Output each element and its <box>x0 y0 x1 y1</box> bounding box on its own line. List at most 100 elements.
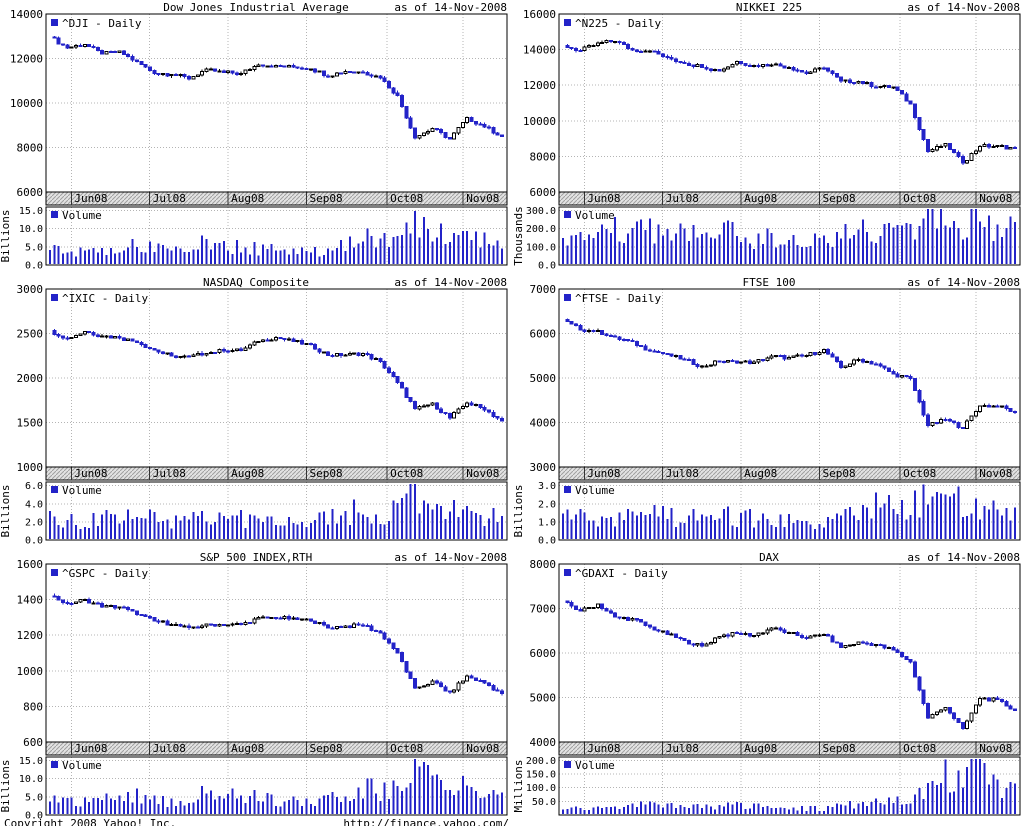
month-label: Nov08 <box>979 467 1012 480</box>
candlestick-series <box>52 593 504 696</box>
svg-text:100.0: 100.0 <box>526 783 556 794</box>
volume-y-axis-labels: 0.0 5.0 10.0 15.0 <box>19 206 43 272</box>
volume-unit-label: Thousands <box>513 206 525 266</box>
volume-bars <box>562 759 1016 814</box>
copyright-text: Copyright 2008 Yahoo! Inc. <box>4 817 177 826</box>
svg-text:0.0: 0.0 <box>538 536 556 547</box>
price-volume-chart-n225: 6000 8000 10000 12000 14000 16000 0.0 100.0 200.… <box>513 8 1021 272</box>
svg-text:16000: 16000 <box>523 8 556 21</box>
candlestick-series <box>52 329 504 422</box>
legend-swatch-icon <box>564 761 571 768</box>
month-label: Jun08 <box>587 192 620 205</box>
month-label: Oct08 <box>390 742 423 755</box>
as-of-label: as of 14-Nov-2008 <box>907 1 1020 14</box>
svg-text:4.0: 4.0 <box>25 499 43 510</box>
svg-text:5.0: 5.0 <box>25 242 43 253</box>
volume-plot-border <box>45 206 508 266</box>
month-label: Aug08 <box>231 467 264 480</box>
chart-panel-ixic: NASDAQ Composite as of 14-Nov-2008 1000 1… <box>0 275 512 550</box>
svg-text:12000: 12000 <box>523 79 556 92</box>
price-volume-chart-dji: 600080001000012000140000.05.010.015.0Jun… <box>0 8 508 272</box>
as-of-label: as of 14-Nov-2008 <box>907 276 1020 289</box>
svg-text:2500: 2500 <box>17 328 44 341</box>
volume-plot-border <box>45 481 508 541</box>
volume-unit-label: Billions <box>0 760 12 813</box>
price-volume-chart-gdaxi: 4000500060007000800050.0100.0150.0200.0J… <box>513 558 1021 816</box>
month-label: Jul08 <box>666 467 699 480</box>
svg-text:1.0: 1.0 <box>538 517 556 528</box>
month-label: Nov08 <box>979 742 1012 755</box>
volume-legend-label: Volume <box>62 759 102 772</box>
grid-lines <box>559 14 1020 265</box>
legend-swatch-icon <box>51 486 58 493</box>
month-axis-band: Jun08 Jul08 Aug08 Sep08 Oct08 Nov08 <box>45 741 508 756</box>
volume-unit-label: Billions <box>513 485 525 538</box>
svg-text:14000: 14000 <box>10 8 43 21</box>
volume-plot-border <box>558 756 1021 816</box>
price-legend: ^IXIC - Daily <box>51 292 148 305</box>
volume-legend-label: Volume <box>575 759 615 772</box>
price-legend: ^FTSE - Daily <box>564 292 661 305</box>
volume-legend: Volume <box>564 209 615 222</box>
volume-plot-border <box>558 481 1021 541</box>
price-y-axis-labels: 600 800 1000 1200 1400 1600 <box>17 558 44 749</box>
month-axis-band: Jun08 Jul08 Aug08 Sep08 Oct08 Nov08 <box>45 466 508 481</box>
legend-swatch-icon <box>51 19 58 26</box>
month-label: Sep08 <box>822 742 855 755</box>
svg-text:4000: 4000 <box>530 736 557 749</box>
chart-header: NASDAQ Composite as of 14-Nov-2008 <box>0 276 512 289</box>
svg-text:100.0: 100.0 <box>526 242 556 253</box>
volume-bars <box>49 759 503 814</box>
svg-text:300.0: 300.0 <box>526 206 556 217</box>
month-label: Sep08 <box>822 192 855 205</box>
svg-text:0.0: 0.0 <box>25 261 43 272</box>
legend-symbol-label: ^N225 - Daily <box>575 17 661 30</box>
svg-text:1500: 1500 <box>17 417 44 430</box>
month-label: Jul08 <box>153 192 186 205</box>
svg-text:6.0: 6.0 <box>25 481 43 492</box>
volume-bars <box>49 211 503 264</box>
month-label: Aug08 <box>744 742 777 755</box>
month-axis-band: Jun08 Jul08 Aug08 Sep08 Oct08 Nov08 <box>45 191 508 206</box>
chart-title: NASDAQ Composite <box>203 276 309 289</box>
legend-symbol-label: ^FTSE - Daily <box>575 292 661 305</box>
price-plot-border <box>45 13 508 193</box>
svg-text:0.0: 0.0 <box>25 536 43 547</box>
svg-text:3.0: 3.0 <box>538 481 556 492</box>
svg-text:6000: 6000 <box>530 647 557 660</box>
price-legend: ^DJI - Daily <box>51 17 142 30</box>
price-y-axis-labels: 1000 1500 2000 2500 3000 <box>17 283 44 474</box>
source-url: http://finance.yahoo.com/ <box>343 817 509 826</box>
volume-bars <box>49 484 503 539</box>
svg-text:600: 600 <box>23 736 43 749</box>
legend-swatch-icon <box>51 569 58 576</box>
grid-lines <box>46 564 507 815</box>
month-label: Jul08 <box>153 742 186 755</box>
month-label: Jun08 <box>587 467 620 480</box>
month-label: Sep08 <box>822 467 855 480</box>
svg-text:10000: 10000 <box>10 97 43 110</box>
month-label: Aug08 <box>744 192 777 205</box>
svg-text:10000: 10000 <box>523 115 556 128</box>
svg-text:800: 800 <box>23 700 43 713</box>
as-of-label: as of 14-Nov-2008 <box>907 551 1020 564</box>
chart-title: Dow Jones Industrial Average <box>163 1 349 14</box>
month-label: Oct08 <box>390 192 423 205</box>
month-label: Jun08 <box>74 742 107 755</box>
price-y-axis-labels: 4000 5000 6000 7000 8000 <box>530 558 557 749</box>
legend-swatch-icon <box>51 211 58 218</box>
volume-legend-label: Volume <box>575 209 615 222</box>
svg-text:8000: 8000 <box>17 142 44 155</box>
volume-unit-label: Millions <box>513 760 525 813</box>
volume-legend-label: Volume <box>62 209 102 222</box>
svg-text:2.0: 2.0 <box>538 499 556 510</box>
svg-text:0.0: 0.0 <box>538 261 556 272</box>
chart-header: DAX as of 14-Nov-2008 <box>513 551 1025 564</box>
chart-header: FTSE 100 as of 14-Nov-2008 <box>513 276 1025 289</box>
svg-text:6000: 6000 <box>17 186 44 199</box>
price-plot-border <box>558 13 1021 193</box>
svg-text:14000: 14000 <box>523 44 556 57</box>
svg-text:5000: 5000 <box>530 372 557 385</box>
month-label: Nov08 <box>466 192 499 205</box>
chart-panel-gspc: S&P 500 INDEX,RTH as of 14-Nov-2008 600 8… <box>0 550 512 825</box>
